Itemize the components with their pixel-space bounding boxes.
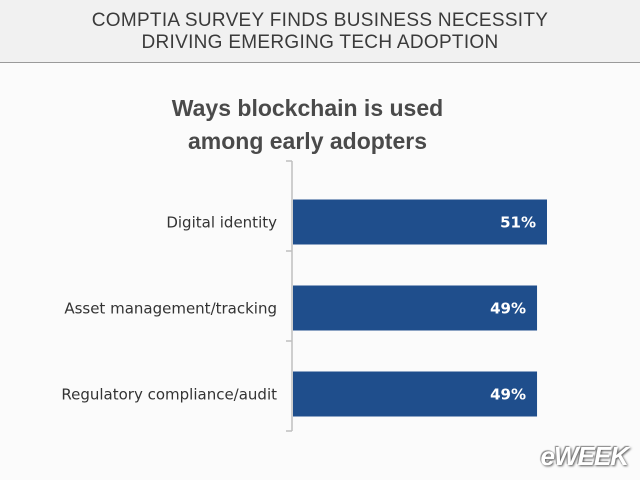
bar — [293, 371, 538, 417]
category-label: Regulatory compliance/audit — [61, 386, 277, 404]
bar — [293, 285, 538, 331]
header-title: COMPTIA SURVEY FINDS BUSINESS NECESSITY … — [91, 10, 549, 53]
value-label: 49% — [490, 300, 526, 318]
bar — [293, 199, 547, 245]
header: COMPTIA SURVEY FINDS BUSINESS NECESSITY … — [0, 0, 640, 63]
logo: eWEEK — [540, 441, 629, 471]
category-label: Asset management/tracking — [64, 300, 277, 318]
chart-title: Ways blockchain is used among early adop… — [171, 95, 444, 154]
value-label: 51% — [500, 214, 536, 232]
category-label: Digital identity — [166, 214, 277, 232]
value-label: 49% — [490, 386, 526, 404]
